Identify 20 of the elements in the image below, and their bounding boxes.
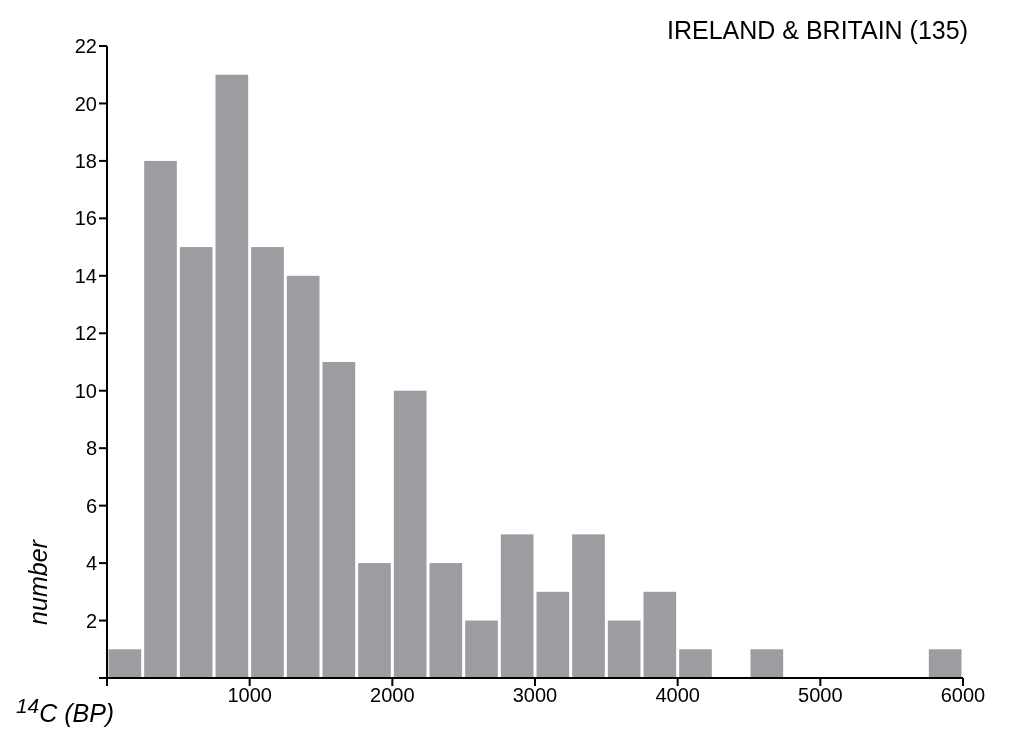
x-tick-label: 4000 xyxy=(655,684,700,707)
y-tick-label: 12 xyxy=(74,322,97,345)
y-tick-label: 14 xyxy=(74,264,97,287)
y-tick-label: 22 xyxy=(74,35,97,58)
x-axis-title: $^{14}$C (BP) xyxy=(16,694,115,728)
y-tick-label: 18 xyxy=(74,150,97,173)
chart-title: IRELAND & BRITAIN (135) xyxy=(666,16,968,44)
x-tick-label: 2000 xyxy=(370,684,415,707)
y-tick-label: 10 xyxy=(74,379,97,402)
x-tick-label: 5000 xyxy=(798,684,843,707)
x-tick-label: 6000 xyxy=(940,684,986,707)
y-tick-label: 4 xyxy=(85,552,97,575)
x-tick-label: 1000 xyxy=(227,684,272,707)
y-axis-title: number xyxy=(23,540,52,625)
y-tick-label: 16 xyxy=(74,207,97,230)
x-tick-label: 3000 xyxy=(512,684,558,707)
y-tick-label: 20 xyxy=(74,92,97,115)
y-tick-label: 6 xyxy=(85,494,97,517)
y-tick-label: 2 xyxy=(85,609,97,632)
y-tick-label: 8 xyxy=(85,437,97,460)
